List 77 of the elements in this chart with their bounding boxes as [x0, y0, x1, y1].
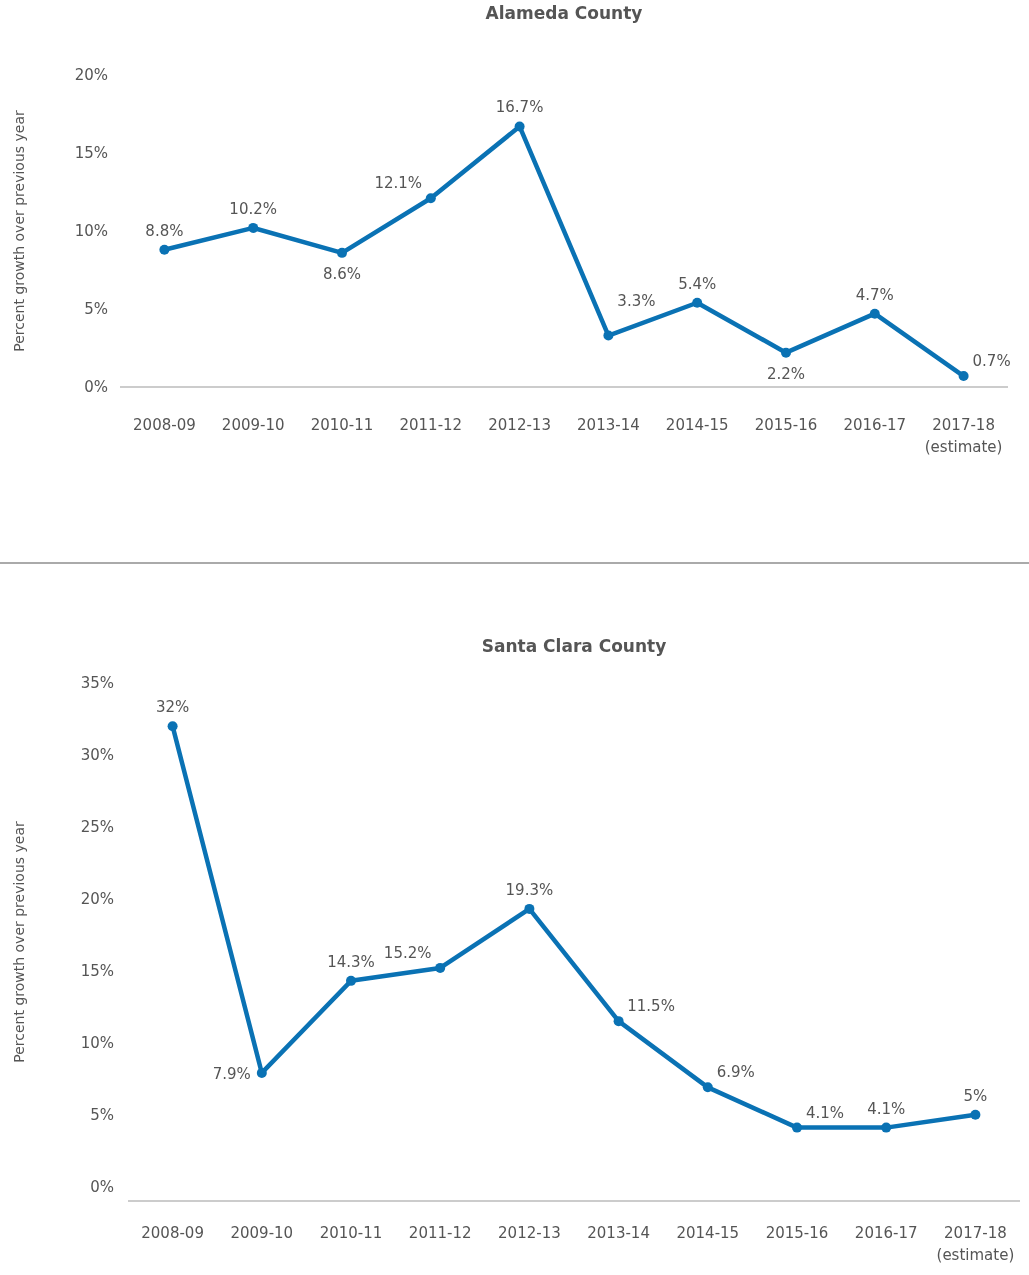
data-label: 16.7% — [495, 98, 544, 117]
x-tick-label: 2008-09 — [133, 416, 196, 434]
x-tick-label: 2015-16 — [754, 416, 818, 434]
y-axis-title: Percent growth over previous year — [11, 821, 27, 1063]
data-label: 4.7% — [855, 285, 894, 304]
point — [603, 330, 614, 341]
data-label: 11.5% — [627, 997, 675, 1016]
x-tick-label: 2012-13 — [498, 1224, 561, 1242]
data-label: 19.3% — [505, 880, 554, 899]
data-label: 4.1% — [867, 1099, 906, 1118]
point — [958, 371, 969, 382]
x-tick-label: 2010-11 — [319, 1224, 383, 1242]
data-label: 2.2% — [766, 364, 806, 383]
data-label: 32% — [155, 698, 190, 717]
y-tick-label: 10% — [80, 1033, 114, 1052]
x-tick-label: 2011-12 — [399, 416, 463, 434]
y-tick-label: 0% — [90, 1177, 114, 1196]
y-tick-label: 5% — [90, 1105, 114, 1124]
y-tick-label: 5% — [84, 300, 108, 319]
x-tick-label: 2015-16 — [765, 1224, 829, 1242]
x-tick-label: 2008-09 — [141, 1224, 204, 1242]
point — [425, 193, 436, 204]
point — [869, 308, 880, 319]
data-label: 4.1% — [805, 1103, 845, 1122]
data-label: 3.3% — [617, 291, 656, 310]
y-axis-title: Percent growth over previous year — [11, 110, 27, 352]
point — [613, 1016, 624, 1027]
data-label: 5% — [963, 1086, 988, 1105]
x-tick-label: 2013-14 — [577, 416, 640, 434]
x-tick-label: 2011-12 — [408, 1224, 472, 1242]
point — [792, 1122, 802, 1133]
point — [702, 1082, 713, 1093]
y-tick-label: 0% — [84, 378, 108, 397]
y-tick-label: 20% — [74, 66, 108, 85]
x-tick-label: 2009-10 — [221, 416, 285, 434]
data-label: 15.2% — [383, 943, 432, 962]
point — [337, 247, 347, 258]
x-tick-label: 2017-18 (estimate) — [924, 416, 1003, 456]
data-label: 7.9% — [212, 1064, 251, 1083]
point — [346, 975, 356, 986]
x-tick-label: 2013-14 — [587, 1224, 650, 1242]
y-tick-label: 15% — [74, 144, 108, 163]
data-label: 12.1% — [374, 174, 423, 193]
data-label: 8.6% — [322, 264, 362, 283]
x-tick-label: 2017-18 (estimate) — [936, 1224, 1015, 1264]
x-tick-label: 2016-17 — [843, 416, 907, 434]
x-tick-label: 2014-15 — [676, 1224, 740, 1242]
y-tick-label: 25% — [80, 818, 114, 837]
data-label: 10.2% — [229, 199, 278, 218]
chart-title: Santa Clara County — [481, 636, 667, 656]
point — [167, 721, 178, 732]
point — [248, 222, 259, 233]
data-label: 14.3% — [327, 952, 375, 971]
point — [970, 1109, 981, 1120]
point — [159, 244, 170, 255]
x-tick-label: 2012-13 — [488, 416, 551, 434]
point — [881, 1122, 892, 1133]
point — [256, 1067, 267, 1078]
point — [524, 903, 535, 914]
data-label: 8.8% — [145, 221, 184, 240]
y-tick-label: 15% — [80, 962, 114, 981]
x-tick-label: 2014-15 — [665, 416, 729, 434]
x-tick-label: 2016-17 — [854, 1224, 918, 1242]
x-tick-label: 2010-11 — [310, 416, 374, 434]
chart-title: Alameda County — [485, 3, 643, 23]
point — [514, 121, 525, 132]
y-tick-label: 20% — [80, 890, 114, 909]
y-tick-label: 35% — [80, 674, 114, 693]
point — [781, 347, 791, 358]
data-label: 5.4% — [678, 274, 717, 293]
point — [435, 962, 446, 973]
y-tick-label: 30% — [80, 746, 114, 765]
x-tick-label: 2009-10 — [230, 1224, 294, 1242]
point — [692, 297, 703, 308]
y-tick-label: 10% — [74, 222, 108, 241]
data-label: 6.9% — [716, 1063, 755, 1082]
data-label: 0.7% — [972, 352, 1011, 371]
